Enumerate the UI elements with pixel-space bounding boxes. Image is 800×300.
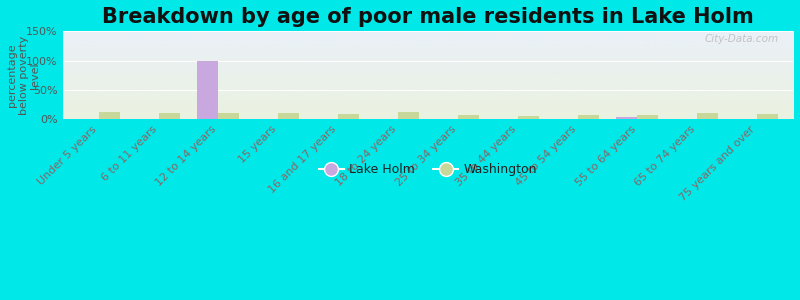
Y-axis label: percentage
below poverty
level: percentage below poverty level bbox=[7, 36, 40, 115]
Bar bbox=[578, 115, 598, 119]
Text: City-Data.com: City-Data.com bbox=[704, 34, 778, 44]
Bar bbox=[638, 115, 658, 119]
Bar bbox=[617, 117, 638, 119]
Legend: Lake Holm, Washington: Lake Holm, Washington bbox=[314, 158, 542, 182]
Bar bbox=[698, 113, 718, 119]
Bar bbox=[158, 113, 179, 119]
Bar bbox=[518, 116, 538, 119]
Title: Breakdown by age of poor male residents in Lake Holm: Breakdown by age of poor male residents … bbox=[102, 7, 754, 27]
Bar bbox=[218, 113, 239, 119]
Bar bbox=[198, 61, 218, 119]
Bar bbox=[278, 113, 299, 119]
Bar bbox=[98, 112, 120, 119]
Bar bbox=[398, 112, 419, 119]
Bar bbox=[458, 115, 479, 119]
Bar bbox=[338, 114, 359, 119]
Bar bbox=[757, 114, 778, 119]
